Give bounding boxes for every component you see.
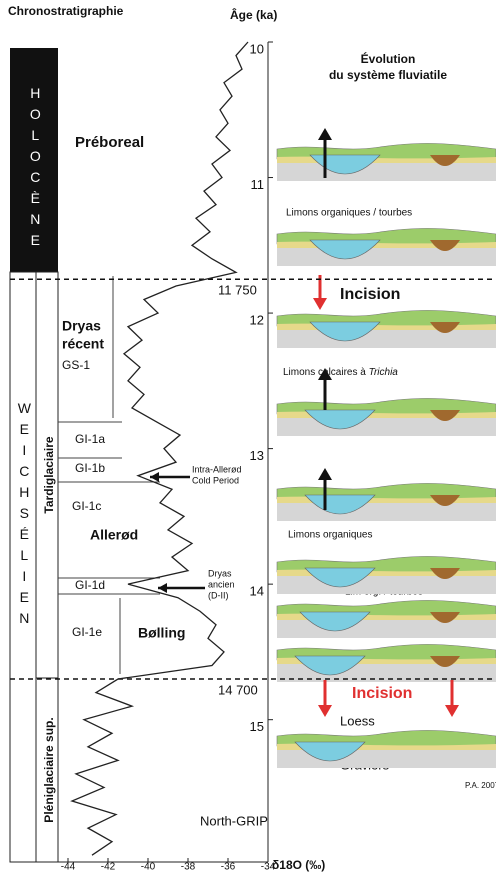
stage-label: GI-1a bbox=[75, 432, 105, 446]
age-axis-label: Âge (ka) bbox=[230, 7, 277, 22]
value-tick-label: -36 bbox=[221, 862, 236, 872]
event-label: Dryas bbox=[208, 568, 232, 578]
arrow-head bbox=[318, 128, 332, 140]
age-tick-label: 15 bbox=[250, 719, 264, 734]
series-line bbox=[72, 42, 248, 855]
event-label: (D-II) bbox=[208, 590, 229, 600]
chrono-title: Chronostratigraphie bbox=[8, 4, 124, 18]
subperiod-label: Tardiglaciaire bbox=[42, 436, 56, 513]
incision-label: Incision bbox=[352, 685, 412, 702]
stage-label: GI-1c bbox=[72, 499, 101, 513]
value-axis-label: δ18O (‰) bbox=[272, 858, 325, 872]
arrow-head bbox=[150, 472, 167, 593]
event-label: Cold Period bbox=[192, 475, 239, 485]
river-title: du système fluviatile bbox=[329, 68, 447, 82]
credit: P.A. 2007 bbox=[465, 781, 496, 790]
value-tick-label: -38 bbox=[181, 862, 196, 872]
stage-label: Préboreal bbox=[75, 134, 144, 151]
age-tick-label: 11 bbox=[251, 177, 265, 192]
figure: Chronostratigraphie Âge (ka) HOLOCÈNE WE… bbox=[0, 0, 496, 872]
stage-label: GI-1e bbox=[72, 625, 102, 639]
epoch-label: WEICHSÉLIEN bbox=[16, 400, 32, 631]
arrow-head bbox=[445, 705, 459, 717]
value-tick-label: -34 bbox=[261, 862, 276, 872]
layer-label: Limons organiques bbox=[288, 530, 373, 541]
event-label: Intra-Allerød bbox=[192, 464, 242, 474]
age-tick-label: 13 bbox=[250, 448, 264, 463]
stage-label: Dryas bbox=[62, 318, 101, 334]
value-tick-label: -44 bbox=[61, 862, 76, 872]
layer-label: Limons organiques / tourbes bbox=[286, 208, 412, 219]
age-tick-label: 12 bbox=[250, 313, 264, 328]
age-tick-label: 10 bbox=[250, 41, 264, 56]
age-tick-label: 14 bbox=[250, 584, 264, 599]
stage-label: GI-1d bbox=[75, 578, 105, 592]
stage-label: Allerød bbox=[90, 527, 138, 543]
boundary-label: 14 700 bbox=[218, 682, 258, 697]
value-tick-label: -40 bbox=[141, 862, 156, 872]
epoch-label: HOLOCÈNE bbox=[27, 85, 43, 253]
stage-label: récent bbox=[62, 336, 104, 352]
stage-label: GI-1b bbox=[75, 461, 105, 475]
subperiod-label: Pléniglaciaire sup. bbox=[42, 717, 56, 822]
arrow-head bbox=[318, 705, 332, 717]
value-tick-label: -42 bbox=[101, 862, 116, 872]
boundary-label: 11 750 bbox=[218, 283, 257, 298]
incision-label: Incision bbox=[340, 286, 400, 303]
stage-label: GS-1 bbox=[62, 358, 90, 372]
series-label: North-GRIP bbox=[200, 813, 268, 828]
arrow-head bbox=[313, 298, 327, 310]
layer-label: Limons calcaires à Trichia bbox=[283, 367, 398, 378]
arrow-head bbox=[318, 468, 332, 480]
river-title: Évolution bbox=[361, 51, 416, 66]
stage-label: Bølling bbox=[138, 625, 185, 641]
event-label: ancien bbox=[208, 579, 235, 589]
layer-label: Loess bbox=[340, 713, 375, 728]
